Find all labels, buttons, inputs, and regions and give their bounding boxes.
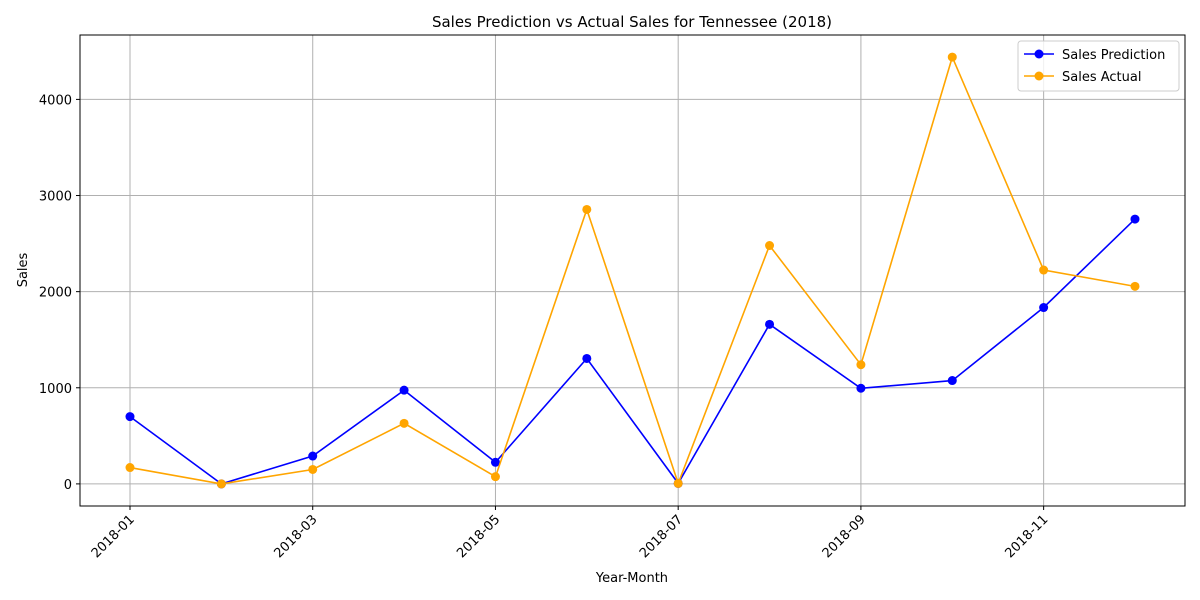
data-point — [765, 319, 775, 329]
legend: Sales Prediction Sales Actual — [1017, 40, 1180, 92]
series-layer — [125, 52, 1140, 489]
data-point — [673, 478, 683, 488]
y-tick-label: 4000 — [39, 93, 72, 108]
data-point — [856, 383, 866, 393]
legend-label: Sales Prediction — [1062, 48, 1165, 63]
data-point — [1130, 214, 1140, 224]
data-point — [582, 204, 592, 214]
chart-title: Sales Prediction vs Actual Sales for Ten… — [432, 13, 832, 31]
series-sales-actual — [125, 52, 1140, 489]
legend-marker — [1034, 49, 1044, 59]
data-point — [947, 376, 957, 386]
data-point — [490, 472, 500, 482]
y-axis-label: Sales — [16, 252, 31, 287]
y-ticks: 0 1000 2000 3000 4000 — [39, 93, 80, 493]
data-point — [582, 353, 592, 363]
data-point — [490, 457, 500, 467]
y-tick-label: 1000 — [39, 382, 72, 397]
y-tick-label: 0 — [64, 478, 72, 493]
plot-frame — [79, 34, 1186, 507]
series-line — [129, 218, 1136, 485]
data-point — [308, 464, 318, 474]
data-point — [399, 385, 409, 395]
data-point — [765, 241, 775, 251]
data-point — [125, 463, 135, 473]
data-point — [856, 360, 866, 370]
data-point — [125, 412, 135, 422]
y-tick-label: 2000 — [39, 286, 72, 301]
data-point — [1039, 303, 1049, 313]
legend-label: Sales Actual — [1062, 70, 1141, 85]
data-point — [216, 479, 226, 489]
y-tick-label: 3000 — [39, 190, 72, 205]
data-point — [399, 418, 409, 428]
legend-marker — [1034, 71, 1044, 81]
legend-box — [1017, 40, 1180, 92]
x-axis-label: Year-Month — [595, 571, 668, 586]
grid-lines — [80, 35, 1185, 506]
series-line — [129, 54, 1136, 486]
data-point — [308, 451, 318, 461]
data-point — [947, 52, 957, 62]
data-point — [1039, 265, 1049, 275]
data-point — [1130, 281, 1140, 291]
